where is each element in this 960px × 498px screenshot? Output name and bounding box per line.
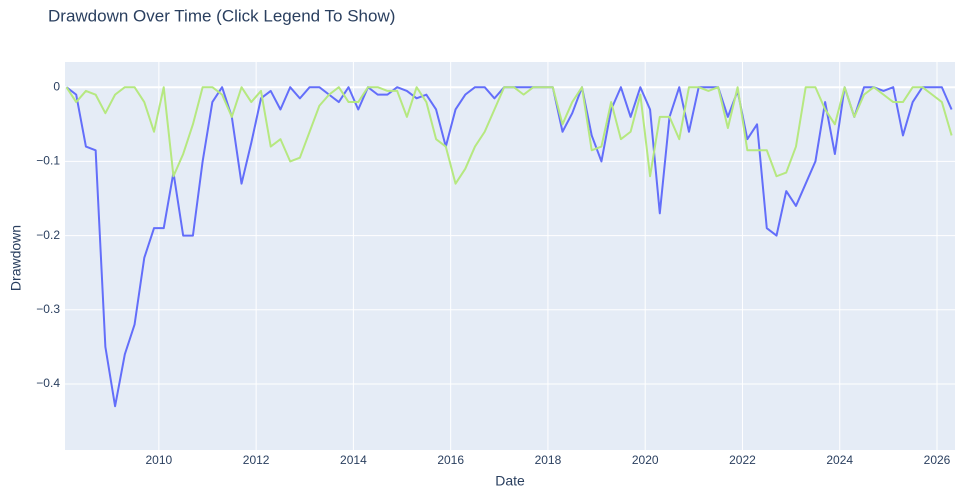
x-tick-label: 2022 (729, 453, 756, 467)
y-tick-label: −0.1 (36, 154, 60, 168)
x-tick-label: 2024 (826, 453, 853, 467)
x-tick-label: 2018 (535, 453, 562, 467)
x-axis-title: Date (495, 473, 525, 489)
x-tick-label: 2020 (632, 453, 659, 467)
chart-title: Drawdown Over Time (Click Legend To Show… (48, 6, 395, 25)
line-series (65, 86, 953, 185)
y-tick-label: −0.2 (36, 228, 60, 242)
y-tick-label: 0 (53, 79, 60, 93)
x-tick-label: 2016 (437, 453, 464, 467)
x-tick-label: 2012 (243, 453, 270, 467)
y-axis-title: Drawdown (8, 225, 24, 291)
x-tick-label: 2026 (924, 453, 951, 467)
y-tick-label: −0.4 (36, 376, 60, 390)
x-tick-label: 2014 (340, 453, 367, 467)
plot-area (65, 62, 955, 450)
x-tick-label: 2010 (146, 453, 173, 467)
y-tick-label: −0.3 (36, 302, 60, 316)
